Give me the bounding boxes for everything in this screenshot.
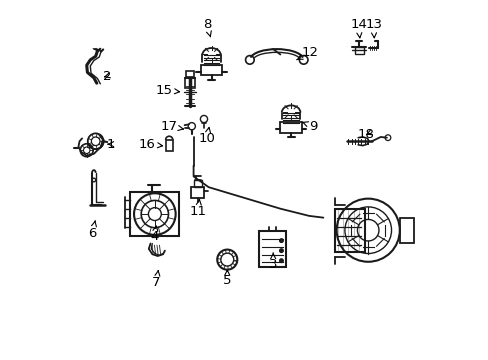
Text: 11: 11 (189, 199, 206, 218)
Text: 10: 10 (198, 127, 215, 145)
Bar (354, 47, 363, 54)
Bar (193, 180, 202, 187)
Text: 18: 18 (357, 128, 374, 141)
Text: 17: 17 (160, 120, 183, 133)
Circle shape (279, 259, 283, 262)
Bar (191, 187, 204, 198)
Bar (334, 209, 365, 252)
Text: 8: 8 (202, 18, 211, 37)
Bar (130, 192, 179, 236)
Bar (186, 71, 193, 77)
Text: 12: 12 (296, 46, 318, 60)
Text: 15: 15 (156, 84, 179, 97)
Text: 3: 3 (268, 253, 277, 271)
Text: 5: 5 (223, 270, 231, 287)
Text: 1: 1 (107, 138, 115, 150)
Text: 13: 13 (365, 18, 381, 38)
Text: 14: 14 (349, 18, 366, 38)
Bar (399, 218, 413, 243)
Text: 9: 9 (303, 120, 317, 133)
Bar (280, 122, 301, 133)
Text: 4: 4 (150, 226, 158, 243)
Bar (258, 231, 285, 267)
Text: 7: 7 (152, 270, 160, 289)
Bar (201, 64, 222, 75)
Bar (165, 140, 172, 150)
Text: 6: 6 (88, 221, 97, 240)
Circle shape (279, 239, 283, 242)
Text: 2: 2 (103, 69, 112, 82)
Circle shape (279, 249, 283, 252)
Text: 16: 16 (139, 138, 162, 150)
Bar (185, 78, 194, 88)
